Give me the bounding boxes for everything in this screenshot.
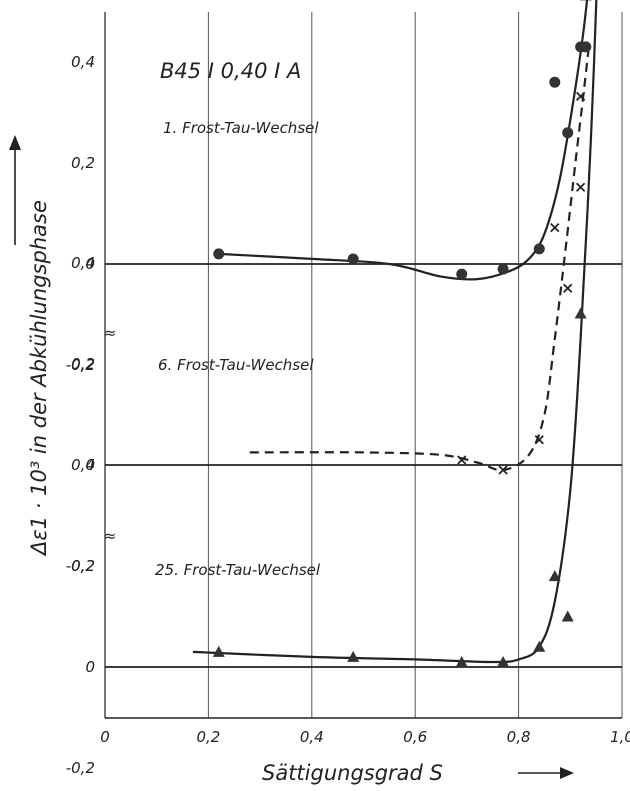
data-point-cross [576,91,586,101]
y-tick-label: 0,4 [71,254,95,272]
data-point-circle [533,243,545,255]
data-point-triangle [347,650,360,662]
y-tick-label: 0,4 [71,53,95,71]
data-point-circle [562,127,574,139]
x-axis-arrow [518,767,574,779]
y-tick-label: 0,2 [71,557,95,575]
curve-layer [192,0,598,664]
y-tick-label: -0,2 [66,557,95,575]
data-point-triangle [212,645,225,657]
panel-label-6: 6. Frost-Tau-Wechsel [158,356,314,374]
x-tick-label: 1,0 [610,728,630,746]
data-point-circle [580,41,592,53]
data-point-cross [457,455,467,465]
data-point-circle [549,76,561,88]
axis-break-symbol: ≈ [104,324,117,342]
y-tick-label: 0,4 [71,456,95,474]
x-tick-label: 0,6 [403,728,427,746]
panel-label-1: 1. Frost-Tau-Wechsel [163,119,319,137]
data-point-triangle [548,570,561,582]
data-point-cross [563,283,573,293]
y-axis-label: Δε1 · 10³ in der Abkühlungsphase [27,200,51,557]
axis-break-symbol: ≈ [104,527,117,545]
data-point-triangle [455,655,468,667]
data-point-triangle [561,610,574,622]
data-point-cross [534,435,544,445]
y-axis-arrow [9,135,21,245]
data-point-cross [576,182,586,192]
y-tick-label: 0 [85,456,95,474]
grid-layer [104,12,623,718]
panel-label-25: 25. Frost-Tau-Wechsel [155,561,321,579]
fit-curve-3 [192,0,598,664]
y-tick-label: -0,2 [66,356,95,374]
data-point-circle [213,248,225,260]
data-point-cross [550,223,560,233]
y-tick-label: 0 [85,255,95,273]
tick-label-layer: 00,20,40,60,81,0-0,200,20,40,60,81,0-0,2… [66,53,630,777]
data-point-cross [498,465,508,475]
data-point-triangle [497,655,510,667]
data-point-triangle [574,307,587,319]
y-tick-label: 0 [85,658,95,676]
x-tick-label: 0,4 [300,728,324,746]
data-point-circle [456,268,468,280]
y-tick-label: -0,2 [66,759,95,777]
y-tick-label: 0,2 [71,154,95,172]
x-tick-label: 0 [100,728,110,746]
chart-title: B45 I 0,40 I A [160,59,301,83]
marker-layer [212,0,592,667]
x-tick-label: 0,2 [196,728,220,746]
fit-curve-2 [249,50,590,472]
x-axis-label: Sättigungsgrad S [262,761,443,785]
data-point-triangle [533,640,546,652]
text-layer: B45 I 0,40 I A 1. Frost-Tau-Wechsel 6. F… [9,59,574,785]
data-point-circle [347,253,359,265]
data-point-circle [497,263,509,275]
x-tick-label: 0,8 [507,728,531,746]
fit-curve-1 [218,0,589,281]
y-tick-label: 0,2 [71,355,95,373]
